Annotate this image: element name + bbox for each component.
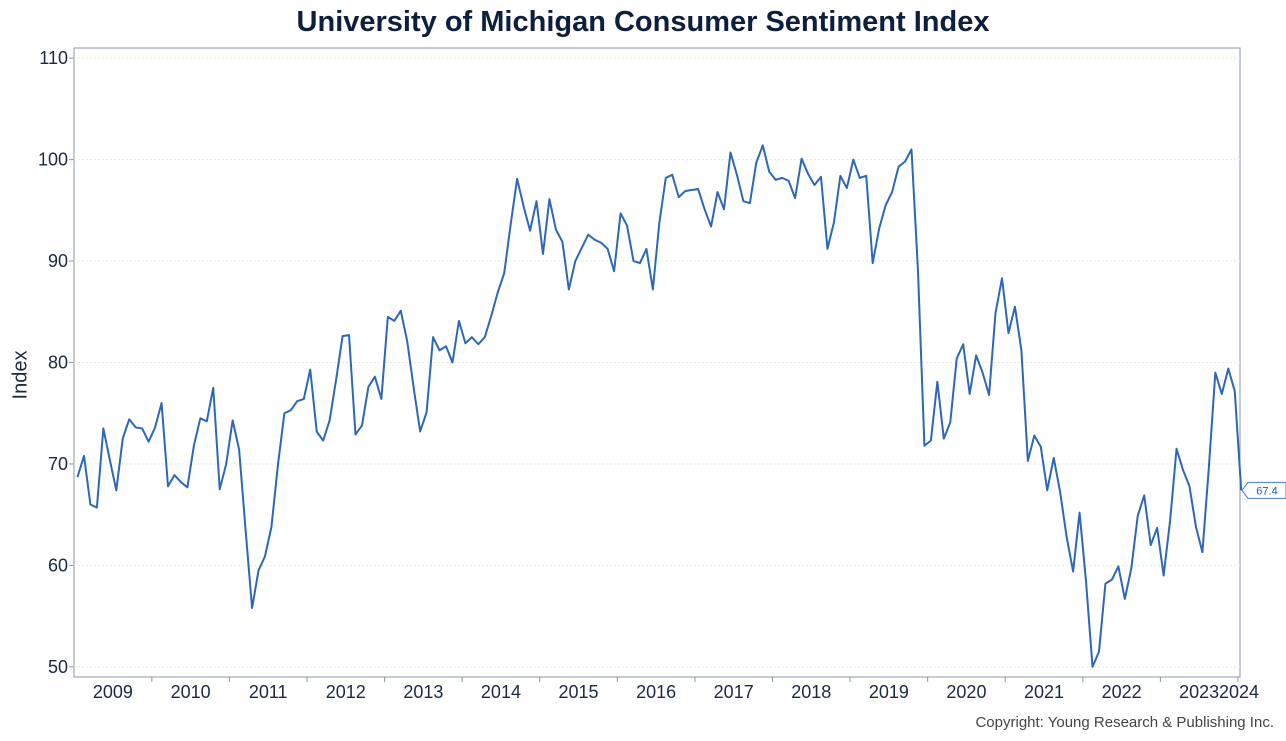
y-axis: 50 60 70 80 90 100 110 (38, 48, 74, 677)
last-value-callout: 67.4 (1241, 481, 1286, 499)
x-tick-label: 2010 (171, 682, 211, 702)
x-tick-label: 2013 (403, 682, 443, 702)
x-tick-label: 2021 (1024, 682, 1064, 702)
y-tick-label: 60 (48, 555, 68, 575)
y-tick-label: 90 (48, 251, 68, 271)
y-tick-label: 80 (48, 353, 68, 373)
x-tick-label: 2022 (1102, 682, 1142, 702)
x-tick-label: 2020 (946, 682, 986, 702)
copyright-notice: Copyright: Young Research & Publishing I… (975, 714, 1274, 731)
sentiment-series-line (76, 144, 1243, 668)
y-tick-label: 110 (39, 48, 68, 68)
y-tick-label: 70 (48, 454, 68, 474)
x-tick-label: 2023 (1179, 682, 1219, 702)
x-tick-label: 2017 (714, 682, 754, 702)
x-tick-label: 2016 (636, 682, 676, 702)
plot-area (73, 47, 1241, 678)
x-tick-label: 2018 (791, 682, 831, 702)
x-tick-label: 2011 (249, 682, 288, 702)
x-tick-label: 2019 (869, 682, 909, 702)
x-tick-label: 2024 (1219, 682, 1259, 702)
last-value-box (1241, 481, 1286, 499)
y-tick-label: 50 (48, 657, 68, 677)
y-tick-label: 100 (38, 150, 68, 170)
last-value-label: 67.4 (1256, 485, 1277, 497)
x-tick-label: 2012 (326, 682, 366, 702)
x-tick-label: 2015 (559, 682, 599, 702)
chart-title: University of Michigan Consumer Sentimen… (296, 6, 990, 38)
x-tick-label: 2009 (93, 682, 133, 702)
x-tick-label: 2014 (481, 682, 521, 702)
x-axis: 2009 2010 2011 2012 2013 2014 2015 2016 2017 2018… (93, 677, 1259, 702)
